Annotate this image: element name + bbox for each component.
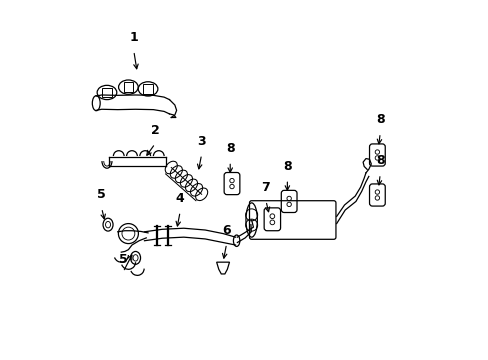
Text: 8: 8 [283, 160, 291, 173]
Text: 1: 1 [129, 31, 138, 44]
Text: 7: 7 [261, 181, 270, 194]
Text: 8: 8 [375, 154, 384, 167]
Text: 3: 3 [197, 135, 205, 148]
Text: 5: 5 [119, 253, 127, 266]
Text: 6: 6 [222, 224, 230, 237]
Text: 4: 4 [176, 192, 184, 205]
Text: 2: 2 [150, 124, 159, 137]
Text: 8: 8 [225, 142, 234, 155]
Text: 5: 5 [97, 188, 106, 202]
Text: 8: 8 [375, 113, 384, 126]
